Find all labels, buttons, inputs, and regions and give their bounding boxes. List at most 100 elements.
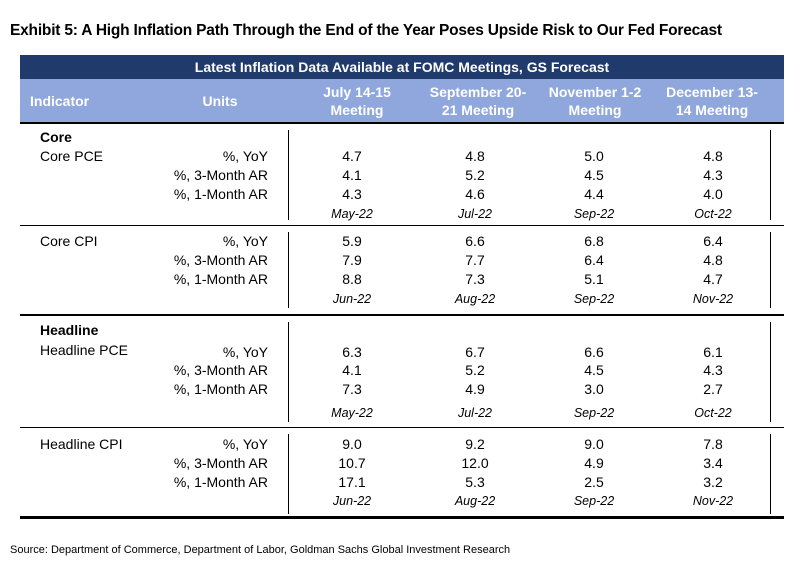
row-unit: %, 1-Month AR <box>173 381 268 397</box>
header-m2-line1: September 20- <box>429 84 527 100</box>
date-cell: May-22 <box>331 207 373 221</box>
table-bottom-rule <box>20 516 784 519</box>
section-core-pce: Core Core PCE %, YoY %, 3-Month AR %, 1-… <box>20 124 784 226</box>
value-cell: 5.2 <box>465 167 485 183</box>
value-cell: 6.4 <box>703 233 723 249</box>
value-cell: 4.7 <box>703 271 723 287</box>
value-cell: 6.8 <box>584 233 604 249</box>
value-cell: 4.8 <box>703 252 723 268</box>
header-m2-line2: 21 Meeting <box>441 102 515 118</box>
value-cell: 5.0 <box>584 148 604 164</box>
value-cell: 4.1 <box>342 362 362 378</box>
header-indicator: Indicator <box>30 93 90 109</box>
row-unit: %, YoY <box>222 344 268 360</box>
header-m1-line2: Meeting <box>330 102 384 118</box>
value-cell: 5.9 <box>342 233 362 249</box>
date-cell: Oct-22 <box>694 207 732 221</box>
header-m3-line2: Meeting <box>568 102 622 118</box>
date-cell: Jul-22 <box>457 207 493 221</box>
header-m1-line1: July 14-15 <box>323 84 391 100</box>
value-cell: 4.5 <box>584 167 604 183</box>
value-cell: 3.4 <box>703 455 723 471</box>
value-cell: 4.5 <box>584 362 604 378</box>
value-cell: 17.1 <box>338 474 366 490</box>
row-unit: %, 3-Month AR <box>173 362 268 378</box>
row-unit: %, YoY <box>222 148 268 164</box>
header-m3-line1: November 1-2 <box>548 84 642 100</box>
value-cell: 7.3 <box>342 381 362 397</box>
date-cell: Sep-22 <box>573 406 615 420</box>
row-name: Headline CPI <box>40 436 123 452</box>
value-cell: 3.2 <box>703 474 723 490</box>
row-unit: %, 3-Month AR <box>173 252 268 268</box>
date-cell: Aug-22 <box>454 494 496 508</box>
date-cell: Jun-22 <box>332 292 372 306</box>
date-cell: Sep-22 <box>573 207 615 221</box>
value-cell: 4.0 <box>703 186 723 202</box>
value-cell: 6.6 <box>584 344 604 360</box>
row-unit: %, 1-Month AR <box>173 474 268 490</box>
value-cell: 4.9 <box>584 455 604 471</box>
value-cell: 9.0 <box>584 436 604 452</box>
date-cell: Oct-22 <box>694 406 732 420</box>
value-cell: 4.3 <box>703 362 723 378</box>
value-cell: 5.1 <box>584 271 604 287</box>
value-cell: 4.1 <box>342 167 362 183</box>
section-headline-cpi: Headline CPI %, YoY %, 3-Month AR %, 1-M… <box>20 428 784 516</box>
value-cell: 7.3 <box>465 271 485 287</box>
value-cell: 4.8 <box>465 148 485 164</box>
value-cell: 10.7 <box>338 455 366 471</box>
row-unit: %, 1-Month AR <box>173 186 268 202</box>
section-label-headline: Headline <box>40 322 99 338</box>
date-cell: May-22 <box>331 406 373 420</box>
source-note: Source: Department of Commerce, Departme… <box>10 544 511 556</box>
value-cell: 4.3 <box>342 186 362 202</box>
row-unit: %, 1-Month AR <box>173 271 268 287</box>
value-cell: 4.4 <box>584 186 604 202</box>
header-m4-line2: 14 Meeting <box>675 102 749 118</box>
value-cell: 2.7 <box>703 381 723 397</box>
table-banner: Latest Inflation Data Available at FOMC … <box>20 55 784 79</box>
value-cell: 7.9 <box>342 252 362 268</box>
value-cell: 7.7 <box>465 252 485 268</box>
header-units: Units <box>202 93 238 109</box>
row-name: Core CPI <box>40 233 98 249</box>
row-unit: %, YoY <box>222 233 268 249</box>
value-cell: 5.2 <box>465 362 485 378</box>
value-cell: 4.7 <box>342 148 362 164</box>
table-header: Indicator Units July 14-15 Meeting Septe… <box>20 79 784 122</box>
value-cell: 6.4 <box>584 252 604 268</box>
section-label-core: Core <box>40 129 72 145</box>
row-unit: %, 3-Month AR <box>173 167 268 183</box>
value-cell: 7.8 <box>703 436 723 452</box>
value-cell: 6.7 <box>465 344 485 360</box>
date-cell: Nov-22 <box>692 292 734 306</box>
date-cell: Sep-22 <box>573 494 615 508</box>
value-cell: 2.5 <box>584 474 604 490</box>
value-cell: 6.1 <box>703 344 723 360</box>
value-cell: 4.3 <box>703 167 723 183</box>
value-cell: 4.8 <box>703 148 723 164</box>
value-cell: 5.3 <box>465 474 485 490</box>
date-cell: Aug-22 <box>454 292 496 306</box>
date-cell: Sep-22 <box>573 292 615 306</box>
value-cell: 8.8 <box>342 271 362 287</box>
row-name: Core PCE <box>40 148 104 164</box>
value-cell: 3.0 <box>584 381 604 397</box>
value-cell: 12.0 <box>461 455 489 471</box>
header-m4-line1: December 13- <box>666 84 758 100</box>
row-unit: %, 3-Month AR <box>173 455 268 471</box>
section-core-cpi: Core CPI %, YoY %, 3-Month AR %, 1-Month… <box>20 226 784 316</box>
section-headline-pce: Headline Headline PCE %, YoY %, 3-Month … <box>20 316 784 428</box>
inflation-table: Latest Inflation Data Available at FOMC … <box>20 55 784 519</box>
value-cell: 4.9 <box>465 381 485 397</box>
value-cell: 6.3 <box>342 344 362 360</box>
value-cell: 6.6 <box>465 233 485 249</box>
row-unit: %, YoY <box>222 436 268 452</box>
value-cell: 4.6 <box>465 186 485 202</box>
date-cell: Nov-22 <box>692 494 734 508</box>
value-cell: 9.0 <box>342 436 362 452</box>
exhibit-title: Exhibit 5: A High Inflation Path Through… <box>10 22 722 39</box>
date-cell: Jul-22 <box>457 406 493 420</box>
value-cell: 9.2 <box>465 436 485 452</box>
